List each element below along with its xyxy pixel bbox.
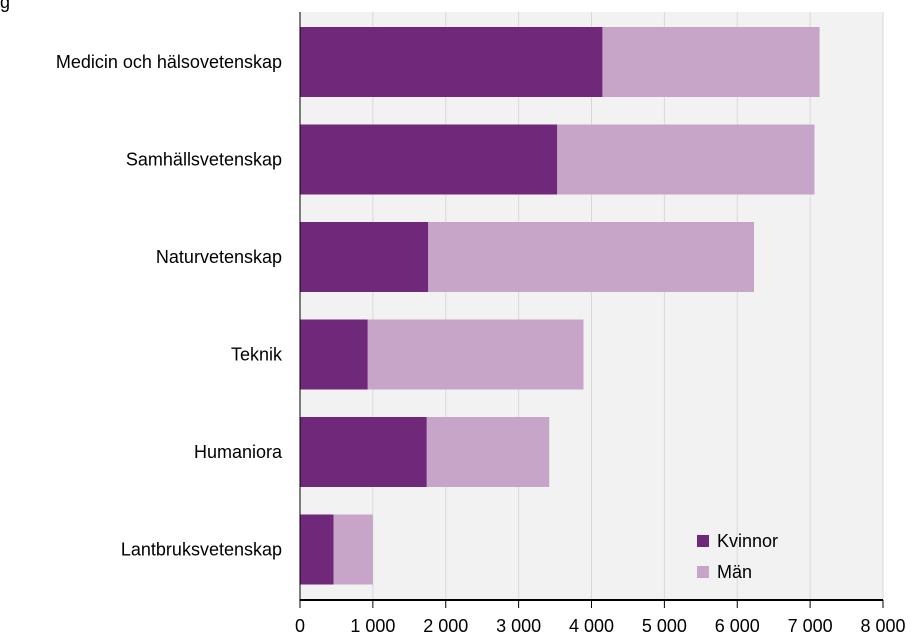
category-label: Teknik bbox=[231, 345, 283, 365]
category-label: Naturvetenskap bbox=[156, 247, 282, 267]
bar-segment-kvinnor bbox=[300, 27, 603, 97]
x-tick-label: 1 000 bbox=[350, 616, 395, 636]
legend-label-män: Män bbox=[717, 562, 752, 582]
gridlines bbox=[372, 12, 884, 600]
bar-segment-kvinnor bbox=[300, 222, 429, 292]
bar-segment-kvinnor bbox=[300, 124, 558, 195]
legend-swatch-män bbox=[697, 566, 709, 578]
bars bbox=[300, 27, 820, 585]
x-tick-label: 7 000 bbox=[788, 616, 833, 636]
category-label: Lantbruksvetenskap bbox=[121, 540, 282, 560]
x-tick-label: 0 bbox=[295, 616, 305, 636]
x-tick-label: 3 000 bbox=[496, 616, 541, 636]
bar-segment-kvinnor bbox=[300, 514, 334, 585]
bar-segment-män bbox=[426, 417, 550, 487]
bar-segment-kvinnor bbox=[300, 417, 427, 487]
bar-segment-män bbox=[602, 27, 820, 97]
bar-segment-kvinnor bbox=[300, 319, 368, 390]
x-tick-label: 5 000 bbox=[642, 616, 687, 636]
bar-segment-män bbox=[333, 514, 373, 585]
x-tick-label: 6 000 bbox=[715, 616, 760, 636]
category-label: Medicin och hälsovetenskap bbox=[56, 52, 282, 72]
x-axis: 0 1 000 2 000 3 000 4 000 5 000 6 000 7 000 8 00… bbox=[295, 12, 906, 636]
x-tick-label: 4 000 bbox=[569, 616, 614, 636]
category-labels: Medicin och hälsovetenskap Samhällsvetens… bbox=[56, 52, 283, 560]
bar-segment-män bbox=[428, 222, 755, 292]
legend-label-kvinnor: Kvinnor bbox=[717, 531, 778, 551]
chart-title-fragment: g bbox=[0, 0, 10, 12]
legend: Kvinnor Män bbox=[697, 531, 778, 582]
legend-swatch-kvinnor bbox=[697, 535, 709, 547]
x-tick-label: 2 000 bbox=[423, 616, 468, 636]
bar-segment-män bbox=[367, 319, 584, 390]
category-label: Samhällsvetenskap bbox=[126, 150, 282, 170]
x-tick-label: 8 000 bbox=[860, 616, 905, 636]
bar-segment-män bbox=[557, 124, 815, 195]
category-label: Humaniora bbox=[194, 442, 283, 462]
